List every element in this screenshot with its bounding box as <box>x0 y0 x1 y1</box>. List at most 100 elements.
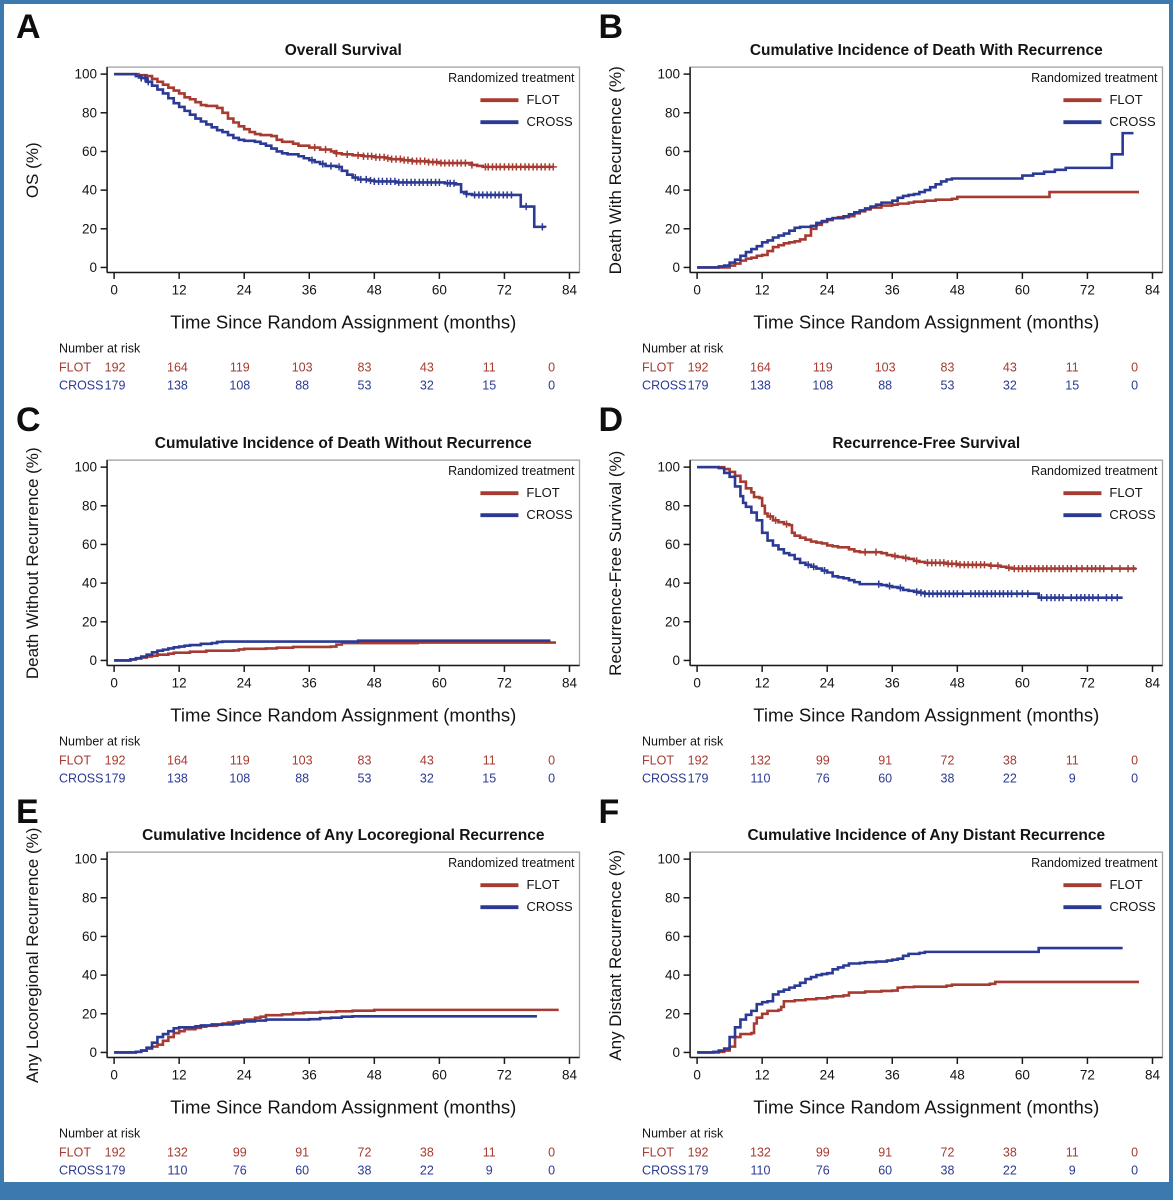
x-axis-label: Time Since Random Assignment (months) <box>170 312 516 333</box>
y-tick-label: 60 <box>665 929 680 944</box>
y-tick-label: 20 <box>82 1007 97 1022</box>
risk-value-flot: 0 <box>548 1146 555 1160</box>
chart-b: Cumulative Incidence of Death With Recur… <box>606 42 1163 393</box>
risk-value-flot: 11 <box>483 361 496 375</box>
y-tick-label: 20 <box>665 614 680 629</box>
legend-title: Randomized treatment <box>448 71 575 85</box>
risk-value-flot: 192 <box>687 753 708 767</box>
y-tick-label: 80 <box>82 498 97 513</box>
risk-value-cross: 138 <box>167 379 188 393</box>
censor-marks-cross <box>804 560 1121 601</box>
curve-flot <box>696 190 1139 269</box>
x-tick-label: 0 <box>110 1068 118 1083</box>
legend-label-flot: FLOT <box>526 877 559 892</box>
risk-value-flot: 99 <box>815 1146 829 1160</box>
x-tick-label: 0 <box>693 282 701 297</box>
x-tick-label: 36 <box>302 675 317 690</box>
risk-value-cross: 179 <box>105 771 126 785</box>
x-tick-label: 12 <box>172 675 187 690</box>
x-tick-label: 84 <box>562 1068 578 1083</box>
y-tick-label: 0 <box>672 1045 680 1060</box>
risk-value-cross: 76 <box>233 1164 247 1178</box>
x-tick-label: 72 <box>497 675 512 690</box>
curve-flot <box>696 465 1136 570</box>
legend-label-flot: FLOT <box>526 92 559 107</box>
y-tick-label: 60 <box>665 537 680 552</box>
risk-value-flot: 0 <box>1131 753 1138 767</box>
x-tick-label: 48 <box>367 1068 382 1083</box>
curve-flot <box>696 980 1139 1055</box>
y-tick-label: 40 <box>82 968 97 983</box>
risk-value-cross: 60 <box>295 1164 309 1178</box>
y-tick-label: 100 <box>657 67 680 82</box>
risk-value-cross: 60 <box>878 1164 892 1178</box>
legend-label-flot: FLOT <box>1109 877 1142 892</box>
curve-cross <box>114 639 551 662</box>
x-tick-label: 0 <box>693 675 701 690</box>
x-tick-label: 24 <box>819 675 835 690</box>
figure-grid: A Overall Survival 0 20 40 60 80 100 0 12 24 36 48 60… <box>4 4 1169 1182</box>
y-tick-label: 0 <box>90 1045 98 1060</box>
curve-cross <box>696 465 1123 599</box>
legend-title: Randomized treatment <box>448 856 575 870</box>
risk-value-flot: 91 <box>878 753 892 767</box>
y-tick-label: 80 <box>665 105 680 120</box>
risk-value-cross: 53 <box>940 379 954 393</box>
y-tick-label: 40 <box>82 575 97 590</box>
plot-frame <box>688 851 1163 1059</box>
x-tick-label: 24 <box>819 282 835 297</box>
y-tick-label: 100 <box>75 67 98 82</box>
panel-letter: D <box>598 400 624 439</box>
risk-value-flot: 43 <box>420 361 434 375</box>
x-tick-label: 36 <box>884 1068 899 1083</box>
panel-e: E Cumulative Incidence of Any Locoregiona… <box>4 789 587 1182</box>
x-tick-label: 0 <box>110 675 118 690</box>
y-tick-label: 40 <box>665 968 680 983</box>
risk-value-cross: 0 <box>1131 379 1138 393</box>
risk-value-cross: 76 <box>815 771 829 785</box>
risk-value-flot: 103 <box>292 753 313 767</box>
y-tick-label: 40 <box>82 183 97 198</box>
risk-header: Number at risk <box>642 734 724 748</box>
y-tick-label: 0 <box>672 260 680 275</box>
risk-row-label-cross: CROSS <box>59 771 103 785</box>
y-axis-label: Any Distant Recurrence (%) <box>606 850 625 1061</box>
chart-title: Overall Survival <box>285 42 402 59</box>
risk-value-flot: 38 <box>1002 1146 1016 1160</box>
chart-a: Overall Survival 0 20 40 60 80 100 0 12 24 36 48 60 7… <box>23 42 581 393</box>
risk-value-cross: 38 <box>940 771 954 785</box>
y-tick-label: 20 <box>82 221 97 236</box>
x-tick-label: 24 <box>237 1068 253 1083</box>
panel-letter: E <box>16 793 39 832</box>
censor-marks-flot <box>766 512 1137 572</box>
chart-title: Cumulative Incidence of Any Locoregional… <box>142 827 545 844</box>
y-tick-label: 60 <box>82 537 97 552</box>
panel-c: C Cumulative Incidence of Death Without R… <box>4 397 587 790</box>
x-tick-label: 24 <box>237 675 253 690</box>
risk-value-cross: 179 <box>687 379 708 393</box>
risk-value-flot: 11 <box>483 1146 496 1160</box>
risk-value-flot: 119 <box>230 753 250 767</box>
y-tick-label: 20 <box>82 614 97 629</box>
x-tick-label: 84 <box>1144 1068 1160 1083</box>
risk-value-flot: 11 <box>1065 753 1078 767</box>
risk-value-cross: 76 <box>815 1164 829 1178</box>
curve-cross <box>696 131 1133 269</box>
x-axis-label: Time Since Random Assignment (months) <box>753 312 1099 333</box>
panel-b: B Cumulative Incidence of Death With Recu… <box>587 4 1170 397</box>
risk-value-cross: 9 <box>1068 1164 1075 1178</box>
x-axis-label: Time Since Random Assignment (months) <box>170 704 516 725</box>
legend-title: Randomized treatment <box>1031 464 1158 478</box>
x-tick-label: 48 <box>367 675 382 690</box>
panel-letter: B <box>598 8 624 46</box>
risk-value-flot: 83 <box>940 361 954 375</box>
chart-title: Cumulative Incidence of Death Without Re… <box>155 435 532 452</box>
legend-label-cross: CROSS <box>526 507 573 522</box>
x-tick-label: 60 <box>1014 1068 1029 1083</box>
risk-value-flot: 103 <box>874 361 895 375</box>
risk-value-cross: 22 <box>420 1164 434 1178</box>
x-tick-label: 48 <box>949 282 964 297</box>
risk-value-cross: 0 <box>548 379 555 393</box>
x-tick-label: 72 <box>1079 1068 1094 1083</box>
risk-value-flot: 192 <box>105 1146 126 1160</box>
